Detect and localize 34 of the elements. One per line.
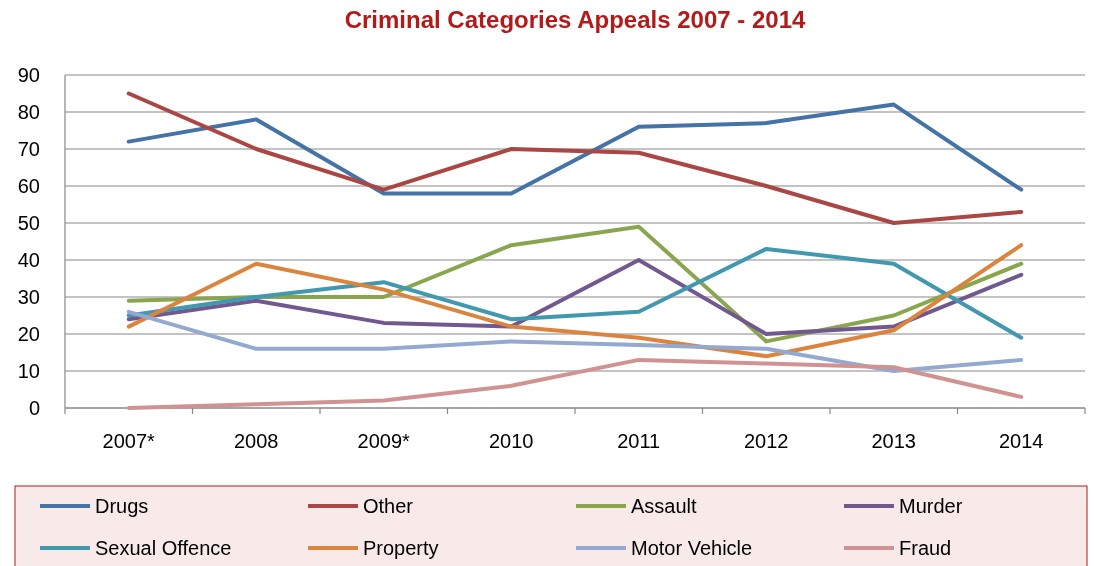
y-tick-label: 80: [17, 101, 40, 123]
chart-title: Criminal Categories Appeals 2007 - 2014: [344, 6, 806, 33]
line-series: [126, 102, 1024, 196]
y-tick-label: 50: [17, 212, 40, 234]
x-tick-label: 2010: [489, 430, 534, 452]
line-series: [126, 357, 1024, 410]
legend-label: Assault: [631, 495, 698, 517]
line-series: [126, 309, 1024, 373]
line-series: [126, 91, 1024, 225]
y-tick-label: 10: [17, 360, 40, 382]
y-tick-label: 0: [28, 397, 40, 419]
x-tick-label: 2014: [999, 430, 1044, 452]
y-tick-label: 70: [17, 138, 40, 160]
x-tick-label: 2007*: [102, 430, 156, 452]
x-tick-label: 2008: [234, 430, 279, 452]
line-series: [126, 243, 1024, 359]
line-series: [126, 258, 1024, 336]
y-tick-label: 20: [17, 323, 40, 345]
legend-label: Fraud: [899, 537, 952, 559]
x-tick-label: 2012: [744, 430, 789, 452]
y-tick-label: 90: [17, 64, 40, 86]
legend-label: Other: [363, 495, 414, 517]
x-tick-label: 2013: [871, 430, 916, 452]
legend-label: Murder: [899, 495, 963, 517]
x-tick-label: 2011: [617, 430, 661, 452]
legend-label: Drugs: [95, 495, 149, 517]
y-tick-label: 30: [17, 286, 40, 308]
y-tick-label: 40: [17, 249, 40, 271]
legend-label: Motor Vehicle: [631, 537, 753, 559]
line-series: [126, 246, 1024, 340]
legend-label: Property: [363, 537, 439, 559]
legend-label: Sexual Offence: [95, 537, 232, 559]
y-tick-label: 60: [17, 175, 40, 197]
x-tick-label: 2009*: [357, 430, 411, 452]
